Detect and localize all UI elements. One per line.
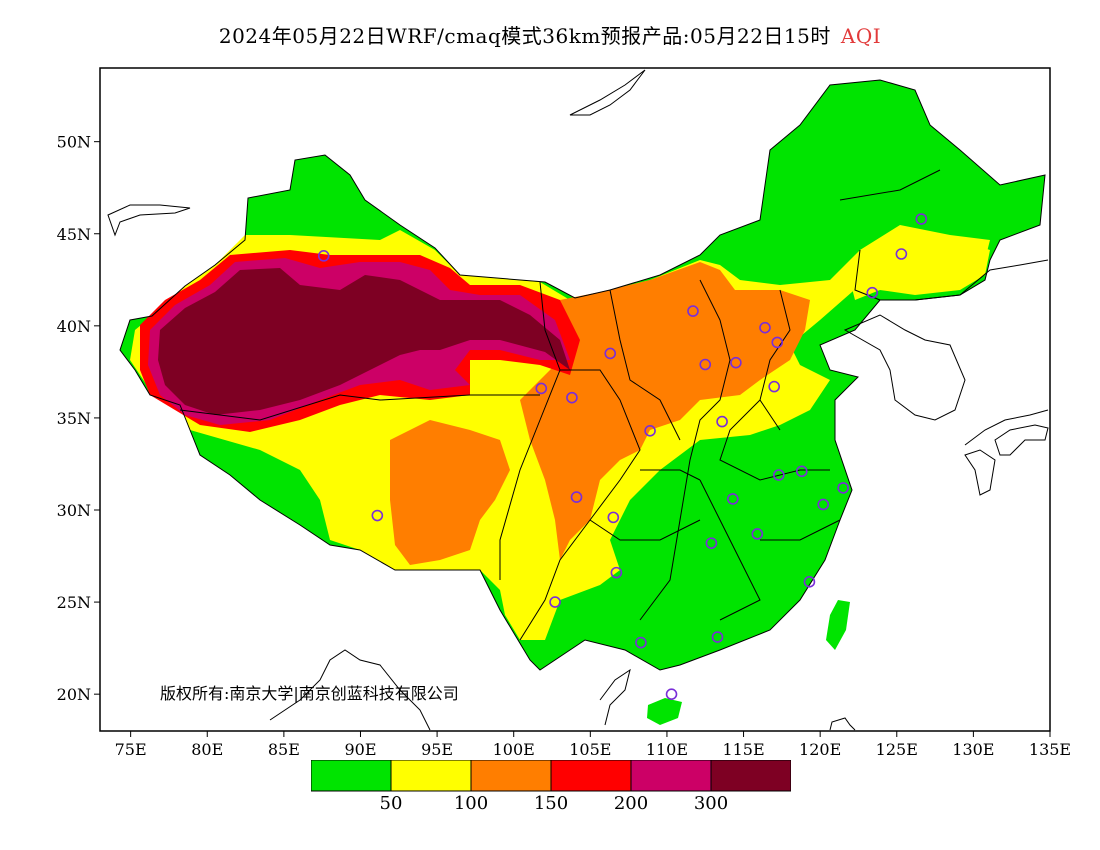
legend-swatch — [470, 760, 552, 792]
lat-tick-label: 35N — [57, 409, 91, 428]
legend-swatch — [390, 760, 472, 792]
boundaries — [119, 79, 1046, 671]
city-marker — [687, 305, 699, 317]
aqi-field — [120, 80, 1045, 725]
city-marker — [317, 250, 330, 262]
lon-tick-label: 135E — [1029, 740, 1071, 759]
city-marker — [751, 528, 764, 540]
title-variable: AQI — [840, 24, 882, 48]
lon-tick-label: 100E — [493, 740, 535, 759]
lat-tick-label: 30N — [57, 501, 91, 520]
city-marker — [644, 425, 656, 437]
city-marker — [604, 347, 617, 360]
lon-tick-label: 125E — [876, 740, 918, 759]
legend-label: 100 — [453, 793, 489, 814]
city-marker — [610, 566, 623, 579]
lat-tick-label: 25N — [57, 593, 91, 612]
city-marker — [607, 511, 620, 524]
city-marker — [772, 469, 785, 481]
region-hainan — [647, 698, 682, 725]
city-marker — [866, 286, 879, 299]
city-marker — [570, 491, 583, 503]
copyright-notice: 版权所有:南京大学|南京创蓝科技有限公司 — [160, 684, 459, 703]
city-marker — [716, 415, 728, 428]
legend-label: 300 — [693, 793, 729, 814]
city-marker — [837, 482, 849, 494]
city-marker — [699, 358, 712, 371]
lon-tick-label: 130E — [952, 740, 994, 759]
region-taiwan — [826, 600, 850, 650]
region-hazardous — [158, 268, 570, 415]
city-marker — [711, 631, 724, 643]
color-legend — [311, 760, 791, 792]
city-marker — [549, 596, 561, 608]
city-marker — [803, 576, 816, 588]
city-marker — [727, 493, 739, 505]
lat-tick-label: 40N — [57, 317, 91, 336]
legend-label: 150 — [533, 793, 569, 814]
legend-swatch — [710, 760, 791, 792]
region-moderate-ne — [850, 238, 990, 300]
lon-tick-label: 75E — [115, 740, 147, 759]
map-title: 2024年05月22日WRF/cmaq模式36km预报产品:05月22日15时 A… — [0, 20, 1100, 49]
lat-tick-label: 45N — [57, 225, 91, 244]
legend-swatch — [311, 760, 392, 792]
city-marker — [915, 213, 928, 225]
city-markers — [317, 213, 928, 700]
city-marker — [566, 391, 578, 404]
city-marker — [371, 509, 384, 522]
axis-ticks: 75E 80E 85E 90E 95E 100E 105E 110E 115E 120E 125E 1… — [57, 133, 1071, 759]
city-marker — [817, 498, 830, 511]
city-marker — [759, 321, 771, 334]
coastlines — [107, 69, 1049, 731]
legend-label: 50 — [379, 793, 403, 814]
city-marker — [705, 537, 718, 549]
city-marker — [635, 636, 647, 649]
legend-swatch — [550, 760, 632, 792]
lon-tick-label: 95E — [421, 740, 453, 759]
city-marker — [535, 382, 548, 395]
lon-tick-label: 105E — [569, 740, 611, 759]
city-marker — [730, 356, 742, 369]
city-marker — [895, 248, 908, 260]
lon-tick-label: 115E — [722, 740, 764, 759]
city-marker — [665, 688, 678, 700]
legend-swatch — [630, 760, 712, 792]
lat-tick-label: 20N — [57, 685, 91, 704]
city-marker — [795, 465, 808, 478]
lon-tick-label: 80E — [191, 740, 223, 759]
lon-tick-label: 85E — [268, 740, 300, 759]
lat-tick-label: 50N — [57, 133, 91, 152]
city-marker — [768, 380, 780, 393]
lon-tick-label: 90E — [344, 740, 376, 759]
lon-tick-label: 120E — [799, 740, 841, 759]
legend-label: 200 — [613, 793, 649, 814]
region-usg-tibet — [390, 420, 510, 565]
city-marker — [771, 336, 784, 349]
lon-tick-label: 110E — [646, 740, 688, 759]
map-frame — [99, 67, 1051, 732]
title-main: 2024年05月22日WRF/cmaq模式36km预报产品:05月22日15时 — [218, 24, 831, 48]
